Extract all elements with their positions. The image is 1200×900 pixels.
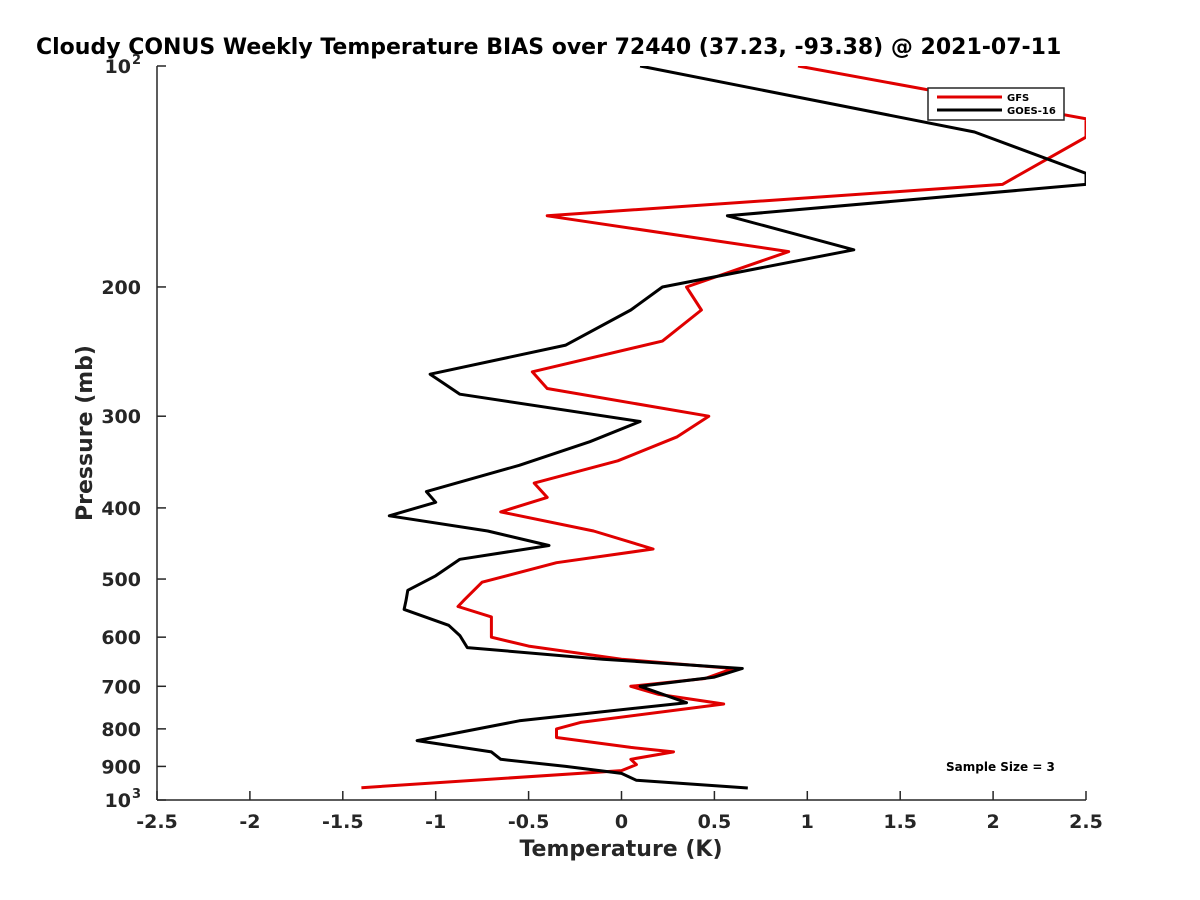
y-tick-label: 700 <box>101 676 141 698</box>
y-tick-label: 10 <box>105 790 131 812</box>
y-tick-label: 900 <box>101 756 141 778</box>
x-tick-label: 2 <box>986 811 999 833</box>
legend: GFS GOES-16 <box>927 87 1065 121</box>
x-tick-label: 0 <box>615 811 628 833</box>
x-tick-label: 1.5 <box>883 811 917 833</box>
y-tick-label: 600 <box>101 627 141 649</box>
y-tick-label-exponent: 3 <box>132 787 141 802</box>
y-tick-label: 800 <box>101 719 141 741</box>
legend-box <box>927 87 1065 121</box>
y-tick-label: 500 <box>101 569 141 591</box>
x-tick-label: -0.5 <box>508 811 550 833</box>
y-axis-label: Pressure (mb) <box>73 345 98 521</box>
series-line-goes-16 <box>387 66 1086 790</box>
y-tick-label: 400 <box>101 498 141 520</box>
series-line-gfs <box>361 66 1086 790</box>
series-layer <box>361 66 1086 790</box>
x-tick-label: -1.5 <box>322 811 364 833</box>
y-tick-label: 200 <box>101 277 141 299</box>
legend-label-gfs: GFS <box>1007 93 1029 104</box>
axes <box>156 66 1086 801</box>
x-tick-label: 2.5 <box>1069 811 1103 833</box>
y-tick-label-exponent: 2 <box>132 53 141 68</box>
chart-title: Cloudy CONUS Weekly Temperature BIAS ove… <box>36 35 1061 60</box>
x-tick-label: 0.5 <box>698 811 732 833</box>
x-tick-label: -2.5 <box>136 811 178 833</box>
sample-size-annotation: Sample Size = 3 <box>946 760 1055 774</box>
y-tick-label: 10 <box>105 56 131 78</box>
x-tick-label: -1 <box>425 811 446 833</box>
legend-label-goes-16: GOES-16 <box>1007 106 1056 117</box>
x-tick-label: 1 <box>801 811 814 833</box>
y-tick-label: 300 <box>101 406 141 428</box>
x-axis-label: Temperature (K) <box>519 837 722 862</box>
x-axis-ticks: -2.5 -2 -1.5 -1 -0.5 0 0.5 1 1.5 2 2.5 <box>136 791 1103 833</box>
x-tick-label: -2 <box>239 811 260 833</box>
